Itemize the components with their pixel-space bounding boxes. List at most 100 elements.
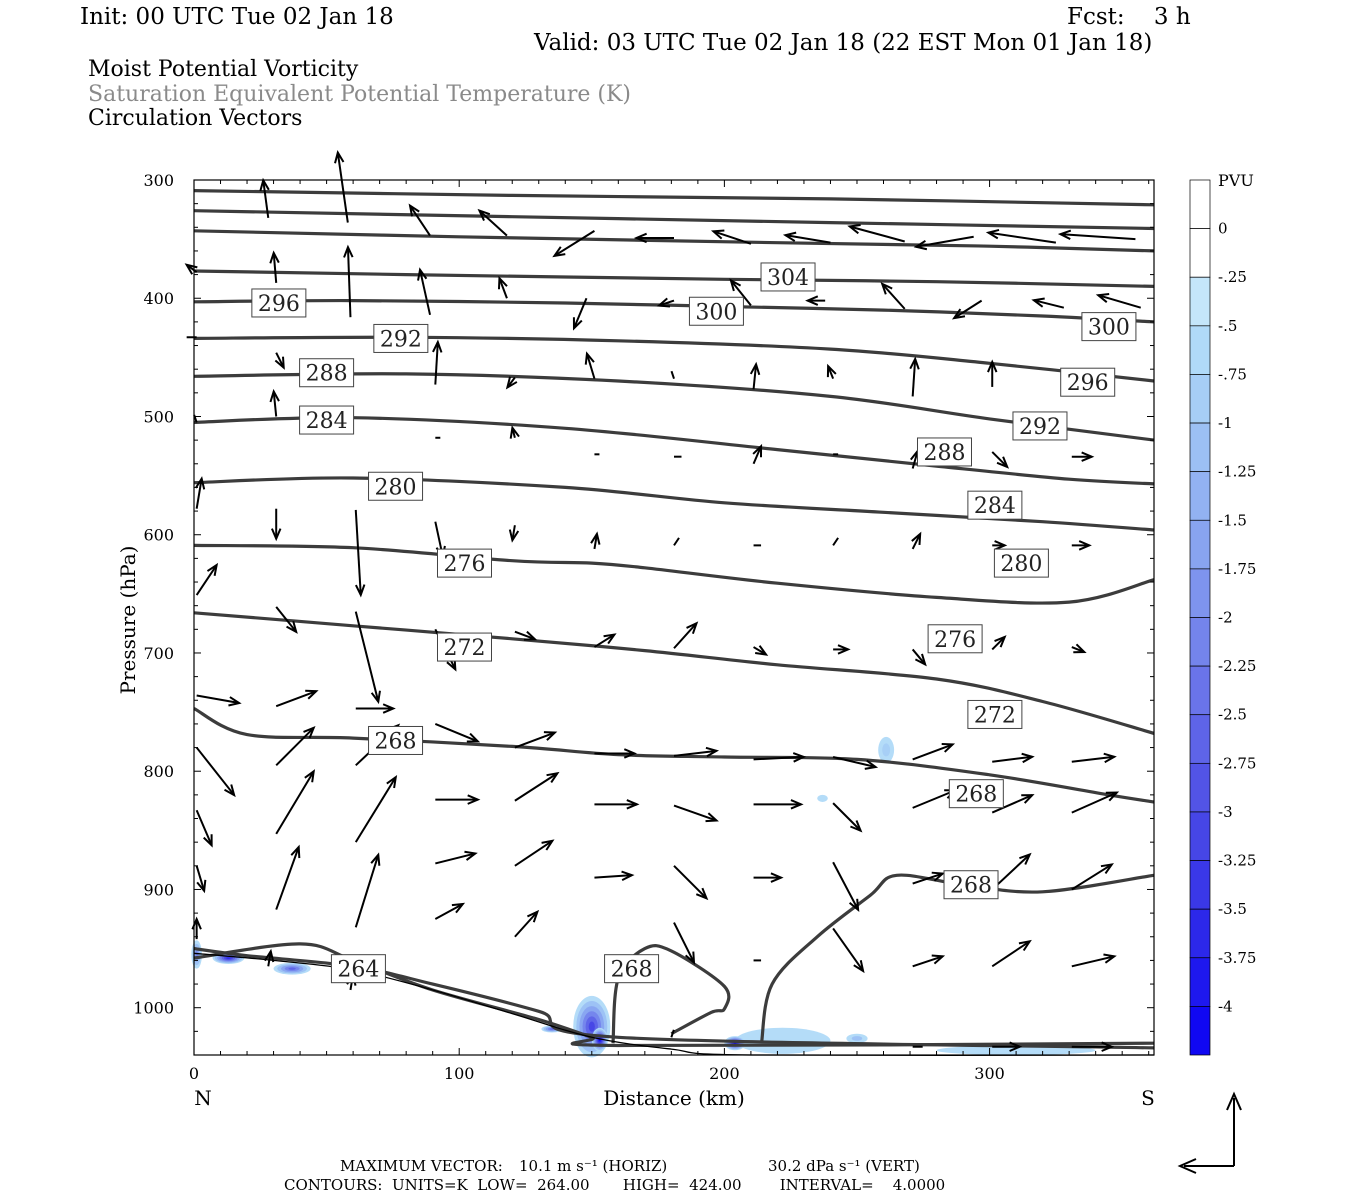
vector-head bbox=[228, 696, 242, 707]
vector-head bbox=[334, 150, 345, 164]
vector-head bbox=[505, 376, 518, 390]
vector-head bbox=[656, 297, 671, 308]
circulation-vector bbox=[334, 150, 349, 223]
isentrope-304 bbox=[193, 189, 1155, 207]
colorbar-unit-label: PVU bbox=[1218, 171, 1254, 190]
vector-shaft bbox=[673, 749, 717, 757]
circulation-vector bbox=[584, 351, 596, 379]
colorbar-tick-label: -2.25 bbox=[1218, 657, 1256, 675]
vector-head bbox=[552, 246, 566, 258]
contour-label-272: 272 bbox=[436, 632, 492, 662]
circulation-vector bbox=[832, 802, 863, 833]
circulation-vector bbox=[275, 769, 316, 835]
circulation-vector bbox=[991, 451, 1010, 469]
circulation-vector bbox=[264, 948, 275, 967]
vector-head bbox=[1105, 791, 1120, 802]
vector-head bbox=[931, 954, 946, 965]
vector-shaft bbox=[670, 370, 675, 379]
contour-label-276: 276 bbox=[436, 548, 492, 578]
circulation-vector bbox=[514, 909, 540, 938]
vector-head bbox=[1095, 292, 1110, 303]
colorbar-swatch bbox=[1189, 568, 1211, 618]
colorbar-swatch bbox=[1189, 276, 1211, 327]
vector-shaft bbox=[419, 269, 431, 316]
vector-head bbox=[914, 653, 927, 667]
vector-head bbox=[913, 239, 928, 251]
colorbar-tick-label: -2.75 bbox=[1218, 754, 1256, 772]
max-vector-vert: 30.2 dPa s⁻¹ (VERT) bbox=[768, 1157, 920, 1175]
vector-shaft bbox=[911, 648, 926, 666]
vector-head bbox=[911, 531, 922, 545]
circulation-vector bbox=[749, 361, 761, 390]
y-tick-label: 700 bbox=[143, 644, 174, 663]
isentrope-304 bbox=[193, 209, 1155, 231]
colorbar-swatch bbox=[1189, 422, 1211, 473]
vector-head bbox=[985, 228, 1000, 240]
contour-label-box bbox=[760, 262, 816, 292]
vector-head bbox=[880, 281, 893, 295]
vector-shaft bbox=[912, 743, 954, 761]
contour-label-268: 268 bbox=[368, 725, 424, 755]
vector-shaft bbox=[262, 180, 270, 218]
vector-shaft bbox=[478, 209, 508, 237]
vector-head bbox=[782, 231, 797, 242]
circulation-vector bbox=[432, 339, 443, 385]
colorbar-swatch bbox=[1189, 714, 1211, 764]
circulation-vector bbox=[847, 224, 905, 243]
circulation-vector bbox=[832, 861, 860, 913]
circulation-vector bbox=[594, 799, 640, 810]
vector-head bbox=[194, 476, 206, 490]
vector-head bbox=[710, 229, 725, 240]
contour-label-text: 268 bbox=[955, 783, 997, 808]
circulation-vector bbox=[912, 789, 958, 809]
isentrope-264 bbox=[193, 947, 1155, 1050]
isentrope-280 bbox=[193, 543, 1155, 605]
circulation-vector bbox=[913, 235, 974, 251]
contour-label-box bbox=[299, 405, 355, 435]
vector-head bbox=[729, 278, 742, 292]
vector-shaft bbox=[658, 299, 675, 307]
plot-frame bbox=[193, 179, 1155, 1056]
contour-label-300: 300 bbox=[1081, 312, 1137, 342]
circulation-vector bbox=[832, 537, 839, 546]
vector-head bbox=[996, 456, 1010, 469]
vector-head bbox=[269, 250, 280, 264]
circulation-vector bbox=[195, 562, 219, 596]
vector-head bbox=[269, 388, 280, 403]
vector-shaft bbox=[988, 231, 1057, 244]
vector-head bbox=[1021, 752, 1035, 764]
circulation-vector bbox=[594, 748, 638, 759]
vector-head bbox=[370, 690, 381, 705]
vector-head bbox=[370, 852, 381, 866]
vector-shaft bbox=[196, 694, 240, 705]
mpv-area bbox=[288, 967, 296, 970]
max-vector-label: MAXIMUM VECTOR: bbox=[340, 1157, 503, 1175]
contour-label-300: 300 bbox=[688, 296, 744, 326]
south-end-label: S bbox=[1141, 1086, 1155, 1110]
vector-shaft bbox=[354, 854, 380, 928]
circulation-vector bbox=[417, 267, 431, 316]
vector-shaft bbox=[673, 865, 708, 900]
circulation-vector bbox=[909, 356, 920, 397]
vector-head bbox=[497, 275, 508, 290]
contour-label-text: 264 bbox=[337, 958, 379, 983]
vector-head bbox=[1009, 1041, 1023, 1052]
vector-head bbox=[290, 844, 301, 859]
circulation-vector bbox=[753, 872, 784, 883]
vector-head bbox=[304, 769, 316, 783]
vector-head bbox=[271, 528, 282, 542]
vector-head bbox=[509, 425, 520, 439]
vector-head bbox=[1031, 297, 1045, 308]
vector-head bbox=[848, 898, 860, 913]
circulation-vector bbox=[656, 297, 675, 308]
colorbar-tick-label: -3 bbox=[1218, 803, 1233, 821]
circulation-vector bbox=[1071, 752, 1117, 764]
vector-shaft bbox=[272, 252, 278, 283]
field-circulation-label: Circulation Vectors bbox=[88, 106, 303, 131]
contour-label-text: 288 bbox=[306, 362, 348, 387]
contour-label-box bbox=[927, 624, 983, 654]
vector-head bbox=[805, 295, 819, 306]
vector-shaft bbox=[275, 727, 315, 767]
max-vector-horiz: 10.1 m s⁻¹ (HORIZ) bbox=[519, 1157, 668, 1175]
